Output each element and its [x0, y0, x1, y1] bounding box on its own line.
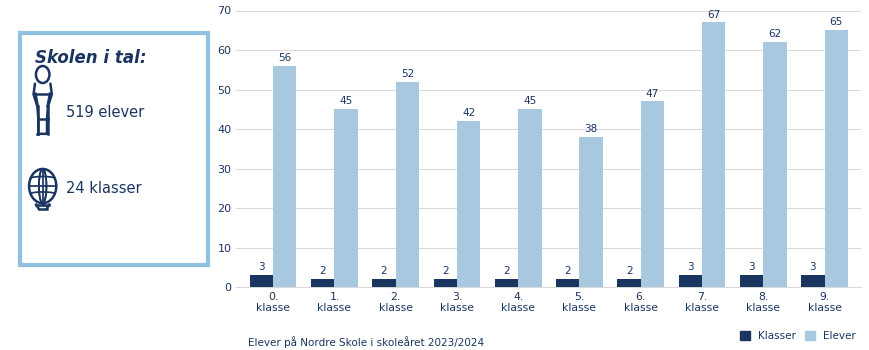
Bar [579, 137, 602, 287]
Text: 56: 56 [278, 53, 291, 63]
Text: 65: 65 [829, 18, 842, 28]
Text: 45: 45 [339, 97, 352, 106]
Bar [555, 279, 579, 287]
Text: 3: 3 [258, 262, 264, 272]
Text: 52: 52 [401, 69, 414, 79]
Bar [824, 30, 847, 287]
Text: 2: 2 [381, 266, 387, 277]
FancyBboxPatch shape [20, 33, 208, 265]
Text: 3: 3 [809, 262, 815, 272]
Bar [762, 42, 786, 287]
Bar [334, 109, 357, 287]
Bar [640, 102, 663, 287]
Bar [800, 275, 824, 287]
Bar [273, 66, 296, 287]
Bar [249, 275, 273, 287]
Bar [395, 82, 419, 287]
Text: 519 elever: 519 elever [66, 105, 143, 120]
Text: 45: 45 [522, 97, 536, 106]
Bar [701, 22, 725, 287]
Text: Skolen i tal:: Skolen i tal: [35, 49, 146, 67]
Text: 24 klasser: 24 klasser [66, 181, 141, 196]
Legend: Klasser, Elever: Klasser, Elever [739, 331, 855, 341]
Bar [678, 275, 701, 287]
Bar [617, 279, 640, 287]
Text: 2: 2 [502, 266, 509, 277]
Bar [740, 275, 762, 287]
Text: 2: 2 [319, 266, 326, 277]
Text: 2: 2 [441, 266, 448, 277]
Text: 47: 47 [645, 89, 658, 99]
Text: 62: 62 [767, 29, 780, 39]
Bar [372, 279, 395, 287]
Bar [311, 279, 334, 287]
Bar [494, 279, 518, 287]
Text: 38: 38 [584, 124, 597, 134]
Bar [456, 121, 480, 287]
Text: 3: 3 [747, 262, 754, 272]
Text: 2: 2 [564, 266, 571, 277]
Bar [433, 279, 456, 287]
Text: 67: 67 [706, 9, 720, 20]
Bar [518, 109, 541, 287]
Text: 2: 2 [625, 266, 632, 277]
Text: 3: 3 [687, 262, 693, 272]
Text: Elever på Nordre Skole i skoleåret 2023/2024: Elever på Nordre Skole i skoleåret 2023/… [248, 336, 483, 348]
Text: 42: 42 [461, 108, 474, 118]
